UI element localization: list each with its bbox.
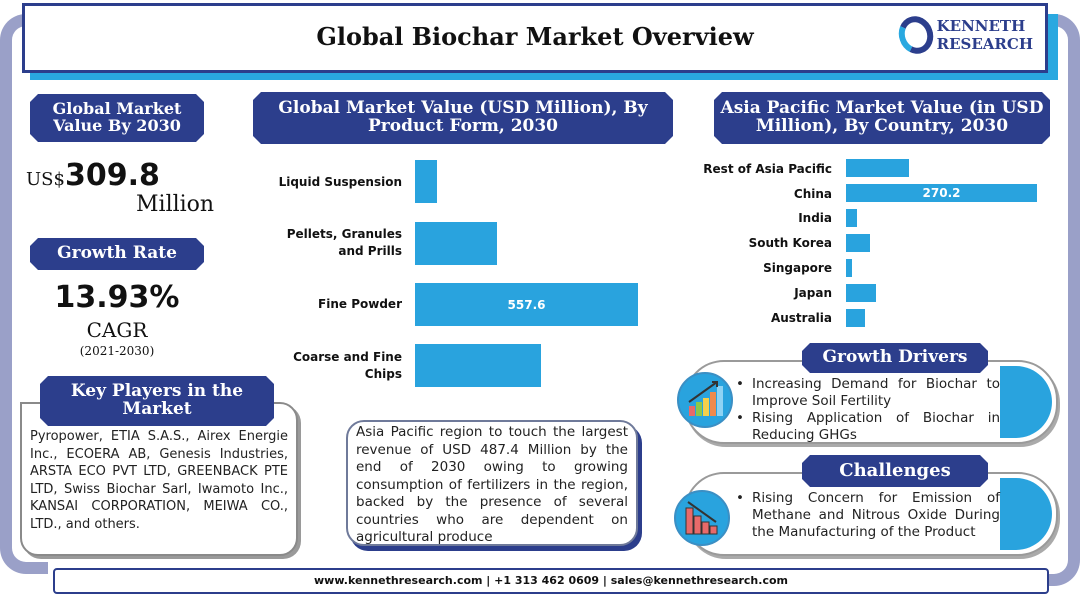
bar-fine-powder: 557.6 [415,283,638,326]
footer-contact: www.kennethresearch.com | +1 313 462 060… [53,568,1049,594]
bar-value-fine-powder: 557.6 [507,297,546,312]
bar-coarse-chips [415,344,541,387]
key-players-banner: Key Players in the Market [40,376,274,426]
cagr-value: 13.93% [54,280,180,315]
bar-pellets [415,222,497,265]
asia-note-card: Asia Pacific region to touch the largest… [346,420,638,546]
growth-driver-item: Increasing Demand for Biochar to Improve… [734,376,1000,410]
bar-label-liquid-suspension: Liquid Suspension [278,175,402,189]
bar-australia [846,309,865,327]
key-players-card: Pyropower, ETIA S.A.S., Airex Energie In… [20,402,298,556]
bar-label-coarse-chips: Coarse and Fine Chips [293,350,402,381]
bar-liquid-suspension [415,160,437,203]
bar-label-fine-powder: Fine Powder [318,297,402,311]
asia-note-text: Asia Pacific region to touch the largest… [356,424,628,545]
growth-chart-icon [677,372,733,428]
page-title: Global Biochar Market Overview [316,22,754,51]
product-form-chart-title: Global Market Value (USD Million), By Pr… [253,92,673,144]
bar-value-china: 270.2 [922,186,961,200]
bar-india [846,209,857,227]
decorative-frame-left [0,14,48,574]
bar-label-singapore: Singapore [763,261,832,275]
cagr-period: (2021-2030) [79,344,155,358]
bar-label-india: India [798,211,832,225]
bar-south-korea [846,234,870,252]
market-value-banner: Global Market Value By 2030 [30,94,204,142]
bar-label-japan: Japan [794,286,832,300]
market-value-number: 309.8 [64,158,160,193]
cagr-label: CAGR [86,318,148,342]
growth-drivers-banner: Growth Drivers [802,343,988,373]
challenges-banner: Challenges [802,455,988,487]
bar-singapore [846,259,852,277]
challenge-item: Rising Concern for Emission of Methane a… [734,490,1000,541]
logo-ring-icon [893,11,939,59]
decline-chart-icon [674,490,730,546]
bar-rest-of-asia [846,159,909,177]
bar-japan [846,284,876,302]
pill-cap-decoration [1000,366,1052,438]
bar-label-pellets: Pellets, Granules and Prills [286,227,402,258]
header: Global Biochar Market Overview KENNETH R… [22,3,1048,73]
logo-line-2: RESEARCH [936,35,1033,53]
pill-cap-decoration [1000,478,1052,550]
bar-label-australia: Australia [770,311,832,325]
key-players-text: Pyropower, ETIA S.A.S., Airex Energie In… [30,429,288,532]
logo-line-1: KENNETH [936,17,1026,35]
country-chart-title: Asia Pacific Market Value (in USD Millio… [714,92,1050,144]
logo: KENNETH RESEARCH [893,11,1033,59]
bar-label-south-korea: South Korea [748,236,832,250]
growth-drivers-list: Increasing Demand for Biochar to Improve… [734,376,1000,444]
bar-label-china: China [793,187,832,201]
growth-rate-banner: Growth Rate [30,238,204,270]
currency-prefix: US$ [26,169,65,190]
growth-driver-item: Rising Application of Biochar in Reducin… [734,410,1000,444]
market-value-unit: Million [136,192,215,217]
bar-label-rest-of-asia: Rest of Asia Pacific [703,162,832,176]
market-value: US$309.8 [26,158,160,193]
challenges-list: Rising Concern for Emission of Methane a… [734,490,1000,541]
bar-china: 270.2 [846,184,1037,202]
